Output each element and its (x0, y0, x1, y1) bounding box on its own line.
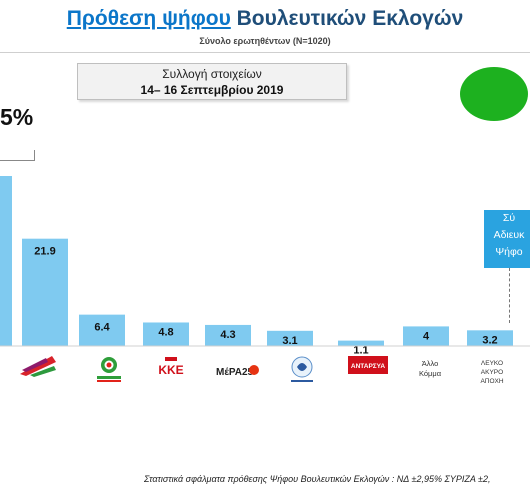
date-box-line1: Συλλογή στοιχείων (162, 67, 262, 81)
bar-partial (0, 176, 12, 346)
bar-0 (22, 238, 68, 346)
other-party-line1: Άλλο (421, 359, 439, 368)
bar-label-0: 21.9 (34, 246, 55, 258)
first-bar-percent: 5% (0, 104, 34, 130)
syriza-logo (16, 354, 58, 378)
bar-1 (79, 314, 125, 346)
bar-label-3: 4.3 (220, 329, 235, 341)
antarsya-logo: ΑΝΤΑΡΣΥΑ (348, 356, 388, 374)
undecided-callout-line3: Ψήφο (495, 246, 523, 258)
bar-label-5: 1.1 (353, 345, 368, 357)
title-part-2: Βουλευτικών Εκλογών (230, 7, 464, 30)
other-party-label: Άλλο Κόμμα (416, 359, 444, 379)
bars-group: 21.9 6.4 4.8 4.3 3.1 1.1 4 3.2 (0, 176, 513, 357)
kke-logo: ΚΚΕ (156, 356, 186, 378)
other-party-line2: Κόμμα (418, 369, 442, 378)
mera25-logo-text: ΜέΡΑ25 (216, 367, 254, 378)
kke-logo-text: ΚΚΕ (158, 363, 183, 377)
kinal-logo (94, 354, 124, 384)
bar-label-1: 6.4 (94, 322, 110, 334)
bar-4 (267, 330, 313, 346)
bar-6 (403, 326, 449, 346)
undecided-callout-line1: Σύ (502, 212, 516, 224)
left-callout-box (0, 150, 35, 161)
bar-5 (338, 340, 384, 346)
title-part-1: Πρόθεση ψήφου (66, 7, 231, 30)
antarsya-logo-text: ΑΝΤΑΡΣΥΑ (351, 363, 386, 370)
bar-2 (143, 322, 189, 346)
bar-chart: 21.9 6.4 4.8 4.3 3.1 1.1 4 3.2 (0, 176, 530, 357)
date-box: Συλλογή στοιχείων 14– 16 Σεπτεμβρίου 201… (77, 63, 347, 100)
bar-7 (467, 330, 513, 346)
green-circle (460, 67, 528, 121)
undecided-callout-line2: Αδιευκ (493, 229, 525, 241)
blank-vote-line3: ΑΠΟΧΗ (480, 378, 504, 385)
bar-3 (205, 324, 251, 346)
bar-label-4: 3.1 (282, 335, 297, 347)
bar-label-2: 4.8 (158, 326, 173, 338)
bar-label-7: 3.2 (482, 334, 497, 346)
blank-vote-line1: ΛΕΥΚΟ (480, 360, 504, 367)
elliniki-lysi-logo (287, 354, 317, 386)
chart-title: Πρόθεση ψήφου Βουλευτικών Εκλογών (0, 7, 530, 31)
undecided-callout: Σύ Αδιευκ Ψήφο (484, 210, 530, 268)
blank-vote-label: ΛΕΥΚΟ ΑΚΥΡΟ ΑΠΟΧΗ (472, 359, 512, 386)
date-box-line2: 14– 16 Σεπτεμβρίου 2019 (140, 83, 284, 97)
chart-subtitle: Σύνολο ερωτηθέντων (Ν=1020) (199, 36, 331, 46)
blank-vote-line2: ΑΚΥΡΟ (480, 369, 504, 376)
bar-label-6: 4 (423, 330, 430, 342)
footnote: Στατιστικά σφάλματα πρόθεσης Ψήφου Βουλε… (144, 474, 491, 484)
mera25-logo: ΜέΡΑ25 (214, 358, 260, 382)
callout-connector (509, 268, 510, 323)
header-divider (0, 52, 530, 53)
